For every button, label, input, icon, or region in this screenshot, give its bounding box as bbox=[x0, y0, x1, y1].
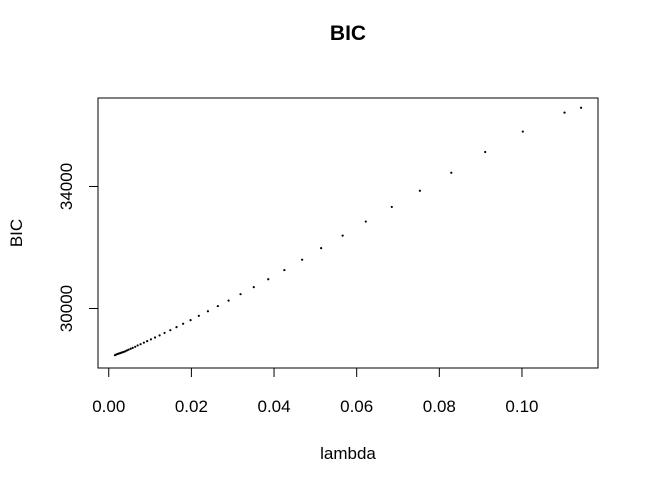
data-point bbox=[320, 247, 323, 250]
y-axis: 30000 34000 bbox=[57, 163, 99, 332]
y-axis-label: BIC bbox=[7, 219, 26, 247]
data-point bbox=[579, 106, 583, 109]
x-axis-label: lambda bbox=[320, 444, 376, 463]
data-point bbox=[283, 268, 286, 272]
data-point bbox=[169, 329, 172, 332]
plot-frame bbox=[97, 97, 599, 369]
data-point bbox=[197, 314, 200, 317]
x-tick-label: 0.10 bbox=[505, 397, 538, 416]
x-tick-label: 0.08 bbox=[423, 397, 456, 416]
data-point bbox=[239, 293, 242, 296]
x-tick-label: 0.00 bbox=[92, 397, 125, 416]
data-point bbox=[142, 341, 145, 344]
data-point bbox=[227, 299, 230, 302]
data-point bbox=[450, 171, 453, 174]
data-point bbox=[216, 304, 219, 308]
data-points bbox=[113, 106, 583, 357]
data-point bbox=[122, 350, 125, 354]
data-point bbox=[139, 343, 142, 346]
data-point bbox=[563, 111, 566, 114]
data-point bbox=[163, 331, 166, 335]
data-point bbox=[341, 234, 344, 237]
data-point bbox=[189, 319, 192, 322]
data-point bbox=[131, 346, 134, 349]
data-point bbox=[129, 347, 132, 350]
x-tick-label: 0.06 bbox=[340, 397, 373, 416]
y-tick-label: 34000 bbox=[57, 163, 76, 210]
data-point bbox=[390, 205, 393, 209]
data-point bbox=[206, 310, 210, 313]
data-point bbox=[124, 350, 127, 353]
data-point bbox=[158, 334, 161, 337]
data-point bbox=[484, 150, 487, 154]
data-point bbox=[153, 336, 157, 339]
data-point bbox=[301, 258, 304, 261]
data-point bbox=[521, 130, 524, 133]
data-point bbox=[125, 349, 129, 352]
data-point bbox=[182, 322, 185, 325]
x-tick-label: 0.04 bbox=[257, 397, 290, 416]
data-point bbox=[175, 326, 178, 329]
y-tick-label: 30000 bbox=[57, 285, 76, 332]
data-point bbox=[149, 338, 152, 341]
data-point bbox=[364, 220, 367, 223]
data-point bbox=[136, 344, 139, 347]
x-tick-label: 0.02 bbox=[175, 397, 208, 416]
data-point bbox=[127, 348, 130, 351]
data-point bbox=[252, 286, 255, 289]
data-point bbox=[134, 345, 137, 348]
data-point bbox=[418, 189, 422, 192]
data-point bbox=[146, 340, 149, 343]
x-axis: 0.00 0.02 0.04 0.06 0.08 0.10 bbox=[92, 367, 539, 416]
data-point bbox=[267, 278, 270, 281]
chart-title: BIC bbox=[330, 22, 366, 45]
